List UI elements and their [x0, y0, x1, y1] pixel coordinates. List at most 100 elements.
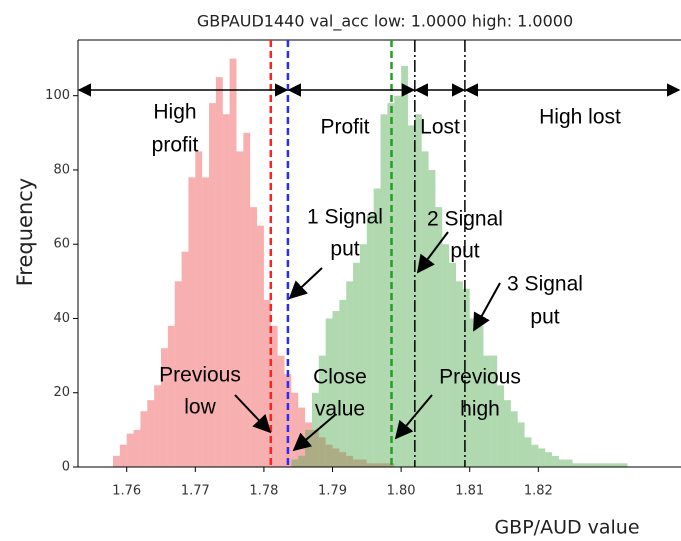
histogram-bar: [552, 455, 559, 467]
histogram-bar: [243, 132, 251, 467]
histogram-bar: [504, 400, 511, 467]
histogram-bar: [442, 244, 450, 467]
annotation: High lost: [539, 106, 621, 129]
histogram-bar: [250, 207, 258, 467]
histogram-bar: [311, 392, 319, 467]
histogram-bar: [483, 355, 491, 467]
x-tick-label: 1.77: [181, 484, 210, 499]
annotation: Lost: [420, 116, 460, 139]
histogram-bar: [318, 355, 326, 467]
histogram-bar: [325, 318, 333, 467]
histogram-bar: [140, 411, 148, 467]
histogram-bar: [291, 459, 299, 467]
histogram-bar: [469, 318, 477, 467]
pointer-arrow: [292, 414, 336, 452]
histogram-bar: [579, 463, 587, 467]
histogram-bar: [435, 207, 443, 467]
y-tick-label: 60: [53, 237, 70, 252]
histogram-bar: [359, 459, 367, 467]
histogram-bar: [455, 281, 463, 467]
annotation: 1 Signal: [307, 206, 383, 229]
histogram-bar: [620, 463, 628, 467]
y-tick-label: 100: [45, 88, 70, 103]
x-axis-label: GBP/AUD value: [494, 517, 639, 539]
x-tick-label: 1.82: [524, 484, 553, 499]
y-axis-label: Frequency: [13, 178, 37, 287]
y-tick-label: 0: [62, 460, 70, 475]
pointer-arrow: [416, 231, 449, 274]
histogram-bar: [524, 437, 532, 467]
histogram-bar: [510, 411, 518, 467]
histogram-bar: [476, 325, 484, 467]
annotation: profit: [152, 134, 199, 157]
pointer-arrow: [394, 394, 433, 440]
histogram-bar: [538, 448, 546, 467]
histogram-bar: [147, 400, 155, 467]
histogram-bar: [188, 177, 196, 467]
y-tick-label: 80: [53, 162, 70, 177]
chart-title: GBPAUD1440 val_acc low: 1.0000 high: 1.0…: [197, 12, 573, 32]
histogram-bar: [277, 355, 285, 467]
histogram-bar: [229, 58, 237, 467]
annotation: put: [530, 306, 559, 329]
pointer-arrow: [234, 394, 272, 434]
histogram-bar: [606, 463, 614, 467]
pointer-arrow: [288, 267, 323, 300]
histogram-bar: [572, 463, 580, 467]
histogram-bar: [414, 114, 422, 468]
x-tick-label: 1.79: [318, 484, 347, 499]
x-tick-label: 1.76: [112, 484, 141, 499]
histogram-bar: [373, 188, 381, 468]
histogram-bar: [332, 448, 340, 467]
x-tick-label: 1.81: [455, 484, 484, 499]
histogram-bar: [394, 95, 402, 468]
annotation: 3 Signal: [507, 273, 583, 296]
histogram-bar: [112, 455, 120, 467]
histogram-bar: [346, 455, 354, 467]
histogram-bar: [366, 463, 374, 467]
histogram-bar: [195, 151, 203, 468]
histogram-bar: [133, 429, 141, 467]
annotation: Profit: [320, 116, 369, 139]
histogram-bar: [373, 463, 381, 467]
histogram-bar: [154, 385, 162, 467]
histogram-bar: [366, 214, 374, 467]
histogram-bar: [263, 299, 271, 467]
histogram-bar: [222, 114, 230, 468]
histogram-bar: [401, 65, 408, 467]
histogram-bar: [407, 125, 415, 468]
y-tick-label: 40: [53, 311, 70, 326]
histogram-bar: [428, 169, 436, 467]
histogram-bar: [613, 463, 621, 467]
y-tick-label: 20: [53, 385, 70, 400]
histogram-bar: [586, 463, 594, 467]
histogram-bar: [517, 422, 525, 467]
x-tick-label: 1.78: [249, 484, 278, 499]
histogram-bar: [209, 103, 216, 468]
histogram-bar: [346, 281, 354, 467]
histogram-bar: [421, 151, 429, 468]
histogram-bar: [298, 455, 306, 467]
histogram-bar: [497, 385, 505, 467]
histogram-bar: [380, 114, 388, 468]
histogram-bar: [380, 463, 388, 467]
histogram-bar: [353, 459, 360, 467]
histogram-bar: [359, 244, 367, 467]
histogram-bar: [462, 288, 470, 467]
histogram-bar: [387, 463, 395, 467]
annotation: Previous: [439, 366, 521, 389]
histogram-bar: [236, 151, 244, 468]
annotation: put: [330, 238, 359, 261]
annotation: high: [460, 398, 500, 421]
histogram-bar: [291, 392, 299, 467]
histogram-bar: [332, 311, 340, 467]
histogram-bar: [565, 459, 573, 467]
histogram-bar: [215, 77, 223, 467]
annotation: low: [184, 396, 216, 419]
histogram-bar: [311, 429, 319, 467]
annotation: 2 Signal: [427, 208, 503, 231]
annotation: Previous: [159, 364, 241, 387]
annotation: High: [153, 101, 196, 124]
histogram-bar: [339, 299, 347, 467]
